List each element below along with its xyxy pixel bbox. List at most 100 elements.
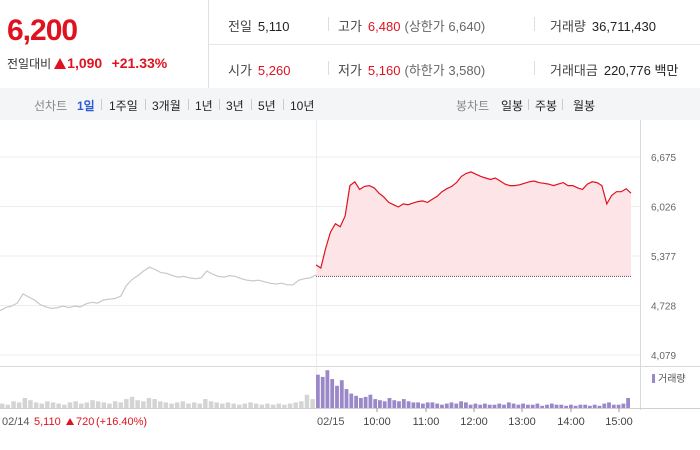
volume-bar bbox=[304, 394, 310, 408]
stat-volume: 거래량 36,711,430 bbox=[550, 19, 656, 34]
stats-divider bbox=[208, 44, 700, 45]
volume-bar bbox=[483, 403, 487, 408]
stat-separator bbox=[328, 61, 329, 75]
volume-bar bbox=[135, 400, 140, 408]
stat-low: 저가 5,160 (하한가 3,580) bbox=[338, 63, 486, 78]
volume-bar bbox=[487, 404, 492, 408]
volume-bar bbox=[602, 403, 607, 408]
time-tick-label: 10:00 bbox=[363, 416, 391, 428]
volume-bar bbox=[152, 399, 157, 408]
stat-open: 시가 5,260 bbox=[228, 63, 291, 78]
volume-bar bbox=[611, 404, 616, 408]
volume-bar bbox=[492, 404, 497, 408]
volume-bar bbox=[497, 403, 502, 408]
y-tick-label: 6,675 bbox=[651, 153, 676, 164]
tab-5-years[interactable]: 5년 bbox=[258, 99, 276, 113]
volume-legend-swatch bbox=[652, 374, 655, 383]
stat-high: 고가 6,480 (상한가 6,640) bbox=[338, 19, 486, 34]
tab-weekly-candle[interactable]: 주봉 bbox=[535, 99, 558, 113]
volume-bar bbox=[203, 399, 208, 408]
volume-bar bbox=[588, 405, 592, 408]
volume-bar bbox=[554, 404, 559, 408]
volume-bar bbox=[50, 402, 56, 408]
volume-bar bbox=[564, 405, 568, 408]
current-price-panel: 6,200 전일대비 1,090 +21.33% bbox=[0, 0, 209, 88]
y-tick-label: 5,377 bbox=[651, 252, 676, 263]
volume-bar bbox=[626, 398, 630, 408]
today-price-line bbox=[315, 171, 632, 269]
volume-bar bbox=[84, 402, 90, 408]
volume-bar bbox=[521, 403, 525, 408]
volume-bar bbox=[373, 399, 378, 408]
volume-bar bbox=[378, 400, 382, 408]
volume-bar bbox=[335, 385, 339, 408]
volume-bar bbox=[430, 402, 435, 408]
volume-bar bbox=[506, 402, 511, 408]
volume-bar bbox=[293, 402, 298, 408]
volume-bar bbox=[435, 403, 440, 408]
volume-bar bbox=[392, 400, 397, 408]
volume-bar bbox=[95, 401, 101, 408]
volume-bar bbox=[191, 402, 197, 408]
volume-bar bbox=[33, 402, 39, 408]
candle-chart-label: 봉차트 bbox=[456, 99, 490, 113]
tab-3-years[interactable]: 3년 bbox=[226, 99, 244, 113]
volume-bar bbox=[259, 404, 265, 408]
volume-bar bbox=[282, 404, 287, 408]
volume-legend-label: 거래량 bbox=[658, 373, 686, 385]
volume-bar bbox=[583, 404, 588, 408]
tab-1-year[interactable]: 1년 bbox=[195, 99, 213, 113]
tab-3-months[interactable]: 3개월 bbox=[152, 99, 181, 113]
tab-1-week[interactable]: 1주일 bbox=[109, 99, 138, 113]
volume-bar bbox=[516, 404, 521, 408]
volume-bar bbox=[592, 404, 597, 408]
time-tick-label: 11:00 bbox=[413, 416, 440, 428]
prev-close-label: 5,110 bbox=[34, 416, 61, 428]
volume-bars: 거래량 bbox=[0, 370, 686, 408]
volume-bar bbox=[344, 389, 349, 408]
y-tick-label: 6,026 bbox=[651, 203, 676, 214]
volume-bar bbox=[502, 404, 506, 408]
volume-bar bbox=[354, 395, 358, 408]
tab-10-years[interactable]: 10년 bbox=[290, 99, 315, 113]
tab-daily-candle[interactable]: 일봉 bbox=[501, 99, 524, 113]
up-triangle-icon bbox=[54, 58, 67, 69]
volume-bar bbox=[158, 401, 163, 408]
price-chart: 거래량 6,675 6,026 5,377 4,728 4,079 02/14 5,110 7… bbox=[0, 120, 700, 450]
volume-bar bbox=[401, 399, 406, 408]
prev-change-rate-label: (+16.40%) bbox=[96, 416, 147, 428]
volume-bar bbox=[220, 403, 225, 408]
volume-bar bbox=[174, 402, 180, 408]
volume-bar bbox=[349, 393, 354, 408]
volume-bar bbox=[368, 394, 373, 408]
volume-bar bbox=[411, 402, 416, 408]
volume-bar bbox=[454, 403, 459, 408]
y-tick-label: 4,728 bbox=[651, 302, 676, 313]
stat-separator bbox=[534, 17, 535, 31]
volume-bar bbox=[421, 403, 425, 408]
volume-bar bbox=[468, 404, 473, 408]
tab-1-day[interactable]: 1일 bbox=[77, 99, 95, 113]
volume-bar bbox=[39, 403, 44, 408]
prev-change-label: 720 bbox=[76, 416, 94, 428]
volume-bar bbox=[242, 403, 248, 408]
today-date-label: 02/15 bbox=[317, 416, 345, 428]
volume-bar bbox=[163, 402, 169, 408]
volume-bar bbox=[530, 404, 535, 408]
volume-bar bbox=[406, 401, 411, 408]
volume-bar bbox=[253, 403, 259, 408]
volume-bar bbox=[330, 379, 335, 408]
tab-monthly-candle[interactable]: 월봉 bbox=[573, 99, 596, 113]
volume-bar bbox=[478, 404, 483, 408]
volume-bar bbox=[320, 376, 325, 408]
axis-labels: 6,675 6,026 5,377 4,728 4,079 02/14 5,110 720 (+… bbox=[2, 153, 676, 428]
prev-up-triangle-icon bbox=[66, 418, 74, 425]
volume-bar bbox=[129, 396, 135, 408]
volume-bar bbox=[11, 401, 16, 408]
volume-bar bbox=[310, 399, 315, 408]
volume-bar bbox=[16, 402, 22, 408]
volume-bar bbox=[425, 402, 430, 408]
quote-summary: 6,200 전일대비 1,090 +21.33% 전일 5,110 고가 6,480(… bbox=[0, 0, 700, 89]
volume-bar bbox=[597, 405, 602, 408]
volume-bar bbox=[316, 374, 320, 408]
